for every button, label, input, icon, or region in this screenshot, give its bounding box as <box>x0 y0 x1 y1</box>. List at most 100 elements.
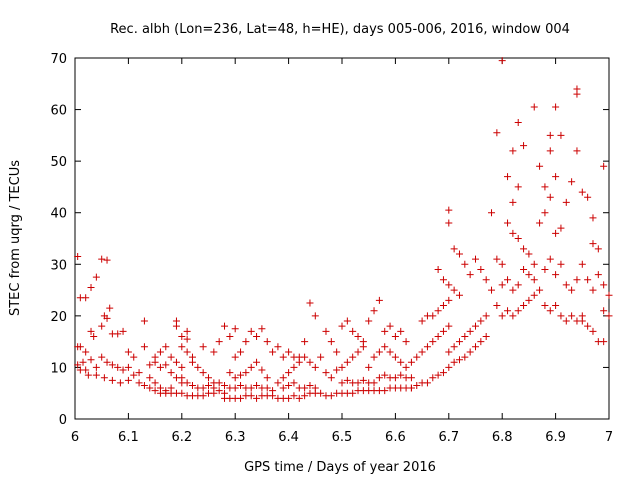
data-point <box>106 304 114 312</box>
data-point <box>156 348 164 356</box>
data-point <box>541 302 549 310</box>
data-point <box>258 325 266 333</box>
data-point <box>103 358 111 366</box>
data-point <box>514 183 522 191</box>
data-point <box>375 296 383 304</box>
data-point <box>397 327 405 335</box>
data-point <box>450 343 458 351</box>
data-point <box>87 283 95 291</box>
data-point <box>461 353 469 361</box>
y-tick-label: 10 <box>50 361 67 376</box>
data-point <box>98 255 106 263</box>
data-point <box>167 353 175 361</box>
data-point <box>584 193 592 201</box>
chart-title: Rec. albh (Lon=236, Lat=48, h=HE), days … <box>110 22 570 37</box>
data-point <box>589 214 597 222</box>
data-point <box>493 302 501 310</box>
data-point <box>108 361 116 369</box>
data-point <box>247 327 255 335</box>
data-point <box>584 322 592 330</box>
data-point <box>562 281 570 289</box>
data-point <box>445 348 453 356</box>
data-point <box>370 379 378 387</box>
data-point <box>466 271 474 279</box>
data-point <box>514 118 522 126</box>
data-point <box>269 348 277 356</box>
data-point <box>354 379 362 387</box>
data-point <box>354 332 362 340</box>
x-tick-label: 6.7 <box>438 430 459 445</box>
data-point <box>578 317 586 325</box>
data-point <box>552 229 560 237</box>
data-point <box>226 369 234 377</box>
data-point <box>231 374 239 382</box>
data-point <box>279 374 287 382</box>
data-point <box>530 103 538 111</box>
data-point <box>600 281 608 289</box>
data-point <box>418 317 426 325</box>
data-point <box>322 369 330 377</box>
data-point <box>439 327 447 335</box>
data-point <box>221 381 229 389</box>
data-point <box>92 371 100 379</box>
data-point <box>242 369 250 377</box>
data-point <box>445 322 453 330</box>
y-tick-label: 0 <box>59 413 67 428</box>
data-point <box>349 353 357 361</box>
data-point <box>306 358 314 366</box>
data-point <box>407 358 415 366</box>
data-point <box>370 307 378 315</box>
data-point <box>226 332 234 340</box>
data-point <box>269 392 277 400</box>
data-point <box>301 338 309 346</box>
data-point <box>135 379 143 387</box>
data-point <box>541 183 549 191</box>
data-point <box>242 338 250 346</box>
data-point <box>429 312 437 320</box>
data-point <box>151 379 159 387</box>
data-point <box>258 366 266 374</box>
data-point <box>445 206 453 214</box>
data-point <box>317 389 325 397</box>
x-tick-label: 6.6 <box>385 430 406 445</box>
data-point <box>418 348 426 356</box>
data-point <box>370 353 378 361</box>
data-point <box>343 317 351 325</box>
data-point <box>84 371 92 379</box>
y-tick-label: 20 <box>50 310 67 325</box>
data-point <box>386 322 394 330</box>
data-point <box>589 240 597 248</box>
data-point <box>455 250 463 258</box>
data-point <box>108 376 116 384</box>
data-point <box>140 381 148 389</box>
data-point <box>231 384 239 392</box>
data-point <box>253 332 261 340</box>
data-point <box>76 366 84 374</box>
data-point <box>237 348 245 356</box>
data-point <box>103 256 111 264</box>
data-point <box>306 299 314 307</box>
data-point <box>327 374 335 382</box>
data-point <box>87 327 95 335</box>
data-point <box>504 307 512 315</box>
data-point <box>445 296 453 304</box>
data-point <box>231 353 239 361</box>
data-point <box>247 392 255 400</box>
data-point <box>472 255 479 263</box>
data-point <box>290 392 298 400</box>
data-point <box>274 379 282 387</box>
data-point <box>509 198 517 206</box>
data-point <box>600 162 608 170</box>
data-point <box>482 312 490 320</box>
data-point <box>359 376 367 384</box>
data-point <box>466 327 474 335</box>
data-point <box>333 366 341 374</box>
x-tick-label: 6.4 <box>278 430 299 445</box>
data-point <box>210 348 218 356</box>
data-point <box>445 281 453 289</box>
data-point <box>589 327 597 335</box>
x-tick-label: 6.1 <box>118 430 139 445</box>
data-point <box>397 358 405 366</box>
data-point <box>375 374 383 382</box>
data-point <box>498 281 506 289</box>
